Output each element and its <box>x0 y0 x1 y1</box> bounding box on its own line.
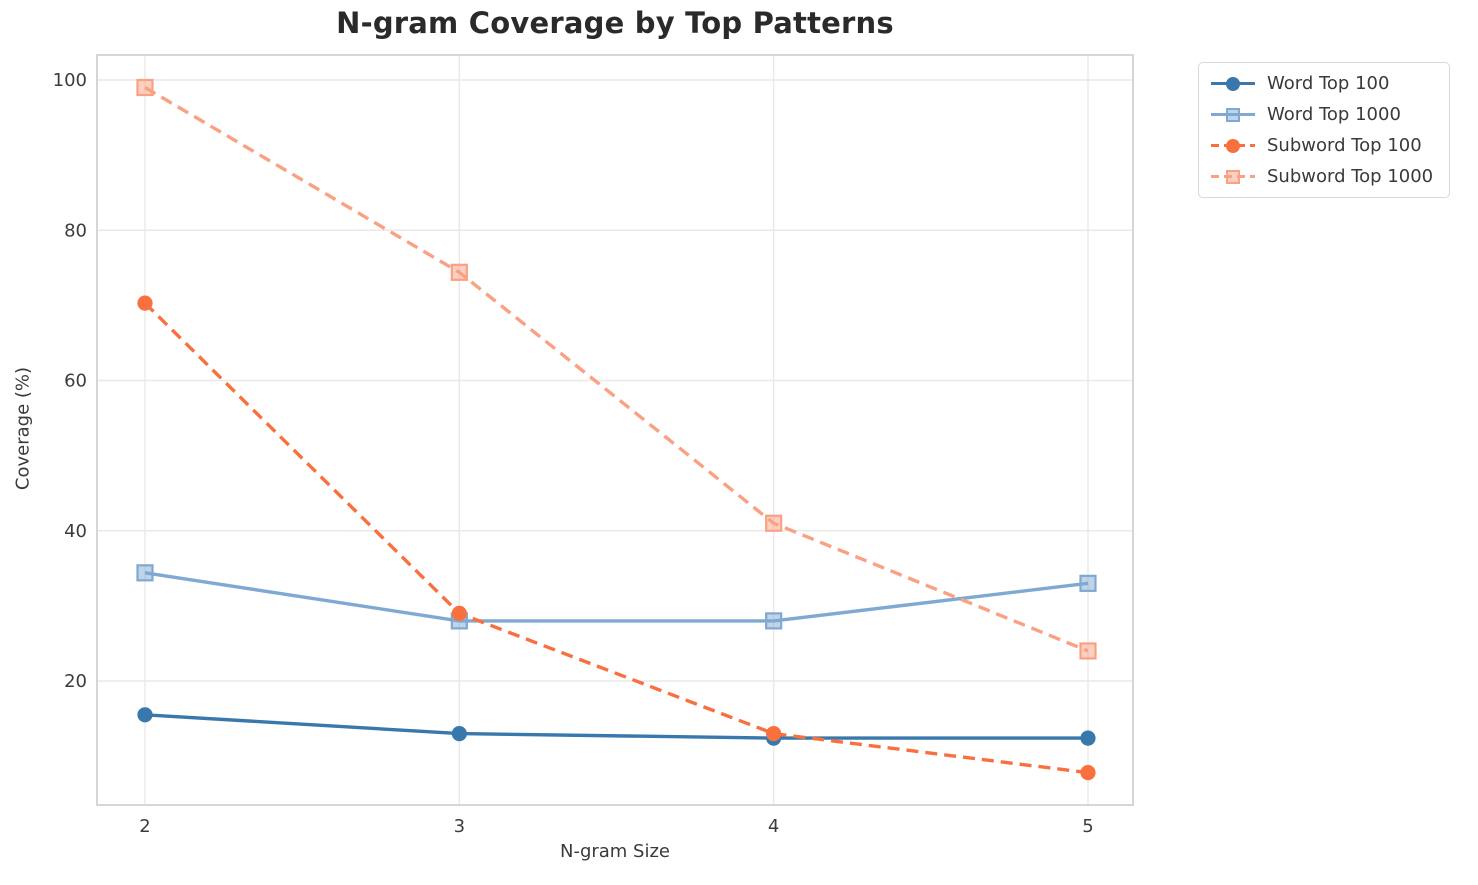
x-tick-label: 3 <box>454 816 465 837</box>
square-marker-icon <box>1226 107 1240 122</box>
axes-frame <box>96 54 1134 806</box>
marker-word-top-100 <box>1080 730 1096 746</box>
marker-subword-top-1000 <box>765 514 783 532</box>
series-line-word-top-1000 <box>144 571 1089 623</box>
x-tick-label: 2 <box>139 816 150 837</box>
marker-word-top-100 <box>137 707 153 723</box>
marker-subword-top-1000 <box>1079 642 1097 660</box>
y-tick-label: 60 <box>64 371 87 392</box>
y-tick-label: 100 <box>53 70 87 91</box>
marker-subword-top-100 <box>766 725 782 742</box>
series-line-subword-top-100 <box>143 301 1089 775</box>
y-tick-label: 20 <box>64 671 87 692</box>
legend: Word Top 100 Word Top 1000 Subword Top 100… <box>1198 62 1451 198</box>
marker-word-top-1000 <box>765 612 783 630</box>
legend-line-sample <box>1211 75 1255 93</box>
y-tick-label: 80 <box>64 220 87 241</box>
marker-subword-top-1000 <box>450 263 468 281</box>
circle-marker-icon <box>1226 138 1240 153</box>
legend-item-subword-top-100: Subword Top 100 <box>1211 134 1433 157</box>
marker-word-top-1000 <box>136 564 154 582</box>
marker-word-top-100 <box>451 725 467 742</box>
chart-title: N-gram Coverage by Top Patterns <box>336 6 894 40</box>
marker-word-top-1000 <box>1079 574 1097 592</box>
circle-marker-icon <box>1226 76 1240 91</box>
marker-subword-top-100 <box>1080 765 1096 781</box>
series-line-word-top-100 <box>144 713 1088 740</box>
square-marker-icon <box>1226 169 1240 184</box>
legend-label: Subword Top 100 <box>1267 135 1422 156</box>
legend-line-sample <box>1211 137 1255 155</box>
marker-subword-top-100 <box>451 605 467 621</box>
legend-label: Word Top 1000 <box>1267 104 1401 125</box>
marker-subword-top-1000 <box>136 78 154 97</box>
legend-label: Word Top 100 <box>1267 73 1390 94</box>
legend-label: Subword Top 1000 <box>1267 166 1434 187</box>
marker-subword-top-100 <box>137 295 153 311</box>
x-tick-label: 5 <box>1082 816 1093 837</box>
legend-item-word-top-1000: Word Top 1000 <box>1211 103 1433 126</box>
legend-item-subword-top-1000: Subword Top 1000 <box>1211 165 1433 188</box>
legend-item-word-top-100: Word Top 100 <box>1211 72 1433 95</box>
x-axis-label: N-gram Size <box>559 841 671 862</box>
y-tick-label: 40 <box>64 521 87 542</box>
legend-line-sample <box>1211 168 1255 186</box>
x-tick-label: 4 <box>768 816 779 837</box>
legend-line-sample <box>1211 106 1255 124</box>
series-line-subword-top-1000 <box>144 86 1089 653</box>
